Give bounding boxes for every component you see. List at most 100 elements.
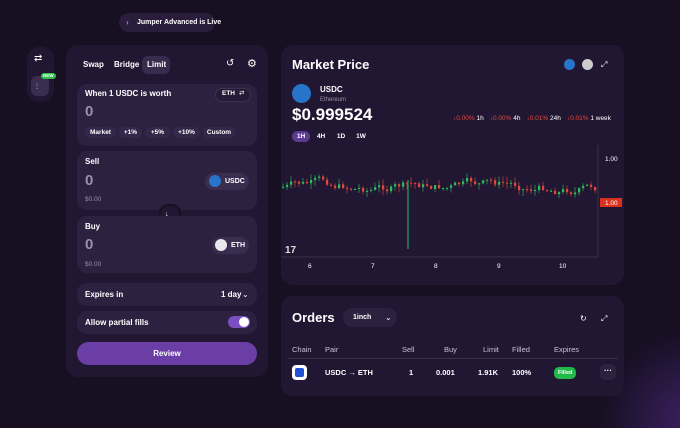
more-button[interactable] [600, 364, 616, 380]
market-token: USDC [320, 85, 343, 94]
usdc-logo [292, 84, 311, 103]
swap-nav-icon[interactable]: ⇄ [34, 53, 43, 64]
preset[interactable]: +5% [145, 127, 170, 138]
settings-icon[interactable]: ⚙ [247, 58, 257, 70]
price-chart: 17 [281, 145, 622, 258]
column-header: Buy [444, 345, 457, 354]
change-period: 24h [549, 115, 561, 122]
column-header: Expires [554, 345, 580, 354]
change-row: ↓0.00% 1h ↓0.00% 4h ↓0.01% 24h ↓0.01% 1 … [453, 115, 611, 122]
market-panel [281, 45, 624, 285]
order-limit: 1.91K [478, 368, 499, 377]
change-value: ↓0.00% [489, 115, 512, 122]
column-header: Pair [325, 345, 339, 354]
expires-label: Expires in [85, 290, 124, 299]
more-icon: ··· [604, 366, 612, 375]
price-axis-label: 1.00 [605, 156, 618, 163]
banner-text: Jumper Advanced is Live [137, 19, 222, 26]
time-label: 10 [559, 263, 567, 270]
token-icon[interactable] [582, 59, 593, 70]
change-period: 4h [513, 115, 521, 122]
time-label: 7 [371, 263, 375, 270]
rate-token-text: ETH [222, 90, 235, 97]
status-badge: Filled [554, 367, 577, 379]
eth-logo [215, 239, 227, 251]
change-value: ↓0.01% [526, 115, 549, 122]
source-text: 1inch [353, 314, 372, 321]
tab[interactable]: Swap [83, 60, 104, 69]
interval[interactable]: 1D [336, 133, 346, 140]
token-icon[interactable] [564, 59, 575, 70]
rate-token[interactable] [215, 88, 251, 102]
orders-panel [281, 296, 624, 396]
rate-label: When 1 USDC is worth [85, 89, 172, 98]
preset[interactable]: +10% [173, 127, 200, 138]
market-network: Ethereum [320, 97, 347, 103]
chevron: ⌄ [385, 313, 392, 322]
time-label: 9 [497, 263, 501, 270]
sell-usd: $0.00 [85, 196, 102, 203]
source-select[interactable] [343, 308, 397, 327]
change: ↓0.01% 24h [526, 115, 560, 122]
chart-nav[interactable] [31, 76, 49, 96]
change-period: 1h [476, 115, 484, 122]
change: ↓0.01% 1 week [567, 115, 611, 122]
expires-row[interactable] [77, 283, 257, 306]
orders-title: Orders [292, 310, 335, 325]
tab[interactable]: Bridge [114, 60, 140, 69]
refresh-icon[interactable]: ↻ [580, 314, 587, 323]
interval[interactable]: 4H [316, 133, 326, 140]
usdc-logo [209, 175, 221, 187]
chain-icon-inner [295, 368, 304, 377]
order-filled: 100% [512, 368, 532, 377]
change-period: 1 week [590, 115, 611, 122]
new-badge: NEW [41, 73, 56, 79]
sell-token-text: USDC [225, 178, 245, 185]
chart-nav-icon: ⫶ [36, 82, 38, 91]
order-buy: 0.001 [436, 368, 455, 377]
change-value: ↓0.01% [566, 115, 589, 122]
change: ↓0.00% 1h [453, 115, 484, 122]
tab[interactable]: Limit [147, 60, 167, 69]
time-label: 6 [308, 263, 312, 270]
interval[interactable]: 1H [292, 131, 310, 142]
expand-icon[interactable]: ⤢ [601, 60, 608, 69]
flip-icon: ↓ [165, 211, 169, 218]
column-header: Limit [483, 345, 499, 354]
tradingview-logo: 17 [285, 245, 297, 256]
swap-icon: ⇄ [239, 90, 245, 97]
sell-amount[interactable]: 0 [85, 172, 94, 189]
buy-token-text: ETH [231, 242, 245, 249]
banner[interactable] [119, 13, 215, 32]
order-pair: USDC → ETH [325, 368, 373, 377]
price-tag [600, 198, 622, 207]
partial-label: Allow partial fills [85, 318, 149, 327]
column-header: Filled [512, 345, 530, 354]
market-title: Market Price [292, 57, 370, 72]
divider [288, 358, 618, 359]
market-price: $0.999524 [292, 105, 373, 124]
buy-amount[interactable]: 0 [85, 236, 94, 253]
buy-usd: $0.00 [85, 261, 102, 268]
order-sell: 1 [409, 368, 414, 377]
preset[interactable]: Market [85, 127, 116, 138]
active-tab [142, 56, 170, 74]
interval[interactable]: 1W [356, 133, 366, 140]
rate-value[interactable]: 0 [85, 103, 94, 120]
preset[interactable]: +1% [119, 127, 142, 138]
review-button[interactable] [77, 342, 257, 365]
expand-icon[interactable]: ⤢ [601, 314, 608, 323]
review-text: Review [153, 349, 181, 358]
banner-icon: › [126, 18, 129, 27]
chevron: ⌄ [242, 290, 249, 299]
sell-label: Sell [85, 157, 100, 166]
column-header: Sell [402, 345, 415, 354]
preset[interactable]: Custom [203, 127, 235, 138]
toggle-knob [239, 317, 249, 327]
expires-value: 1 day [221, 290, 242, 299]
time-label: 8 [434, 263, 438, 270]
buy-label: Buy [85, 222, 101, 231]
history-icon[interactable]: ↺ [226, 58, 235, 69]
price-axis-label: 1.00 [605, 200, 618, 207]
